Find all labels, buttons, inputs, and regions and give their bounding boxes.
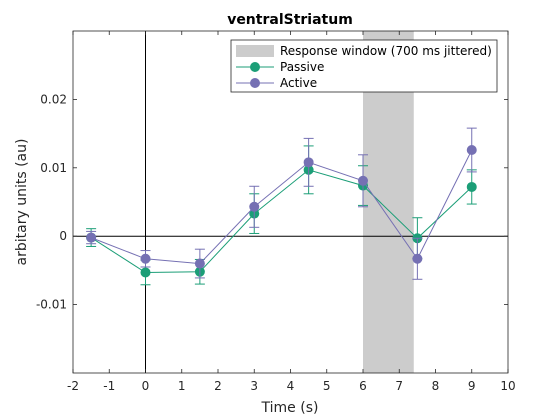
chart-title: ventralStriatum bbox=[227, 12, 353, 28]
x-tick-label: 1 bbox=[178, 379, 186, 393]
data-point-passive bbox=[140, 267, 151, 278]
y-tick-label: 0.02 bbox=[40, 92, 67, 106]
x-tick-label: 5 bbox=[323, 379, 331, 393]
ticks-layer: -2 -1 0 1 2 3 4 5 6 7 8 9 10 -0.01 0 0.01 0.02 bbox=[36, 31, 516, 393]
x-tick-label: 6 bbox=[359, 379, 367, 393]
data-point-passive bbox=[466, 181, 477, 192]
legend-label-active: Active bbox=[280, 76, 317, 90]
x-tick-label: 9 bbox=[468, 379, 476, 393]
legend-label-passive: Passive bbox=[280, 60, 324, 74]
data-point-active bbox=[358, 175, 368, 186]
y-axis-title: arbitary units (au) bbox=[14, 139, 30, 266]
data-point-active bbox=[466, 145, 477, 156]
x-tick-label: 8 bbox=[432, 379, 440, 393]
x-tick-label: -1 bbox=[103, 379, 115, 393]
data-point-active bbox=[303, 157, 314, 168]
x-tick-label: -2 bbox=[67, 379, 79, 393]
y-tick-label: 0.01 bbox=[40, 161, 67, 175]
x-tick-label: 0 bbox=[142, 379, 150, 393]
series-layer bbox=[86, 127, 477, 286]
legend-swatch-response-window bbox=[236, 45, 274, 57]
x-tick-label: 4 bbox=[287, 379, 295, 393]
y-tick-label: -0.01 bbox=[36, 298, 67, 312]
legend: Response window (700 ms jittered) Passiv… bbox=[230, 39, 498, 93]
series-active bbox=[86, 127, 477, 280]
data-point-active bbox=[194, 258, 205, 269]
x-axis-title: Time (s) bbox=[261, 400, 319, 416]
legend-box bbox=[230, 39, 498, 93]
x-tick-label: 7 bbox=[395, 379, 403, 393]
x-tick-label: 2 bbox=[214, 379, 222, 393]
data-point-active bbox=[140, 253, 151, 264]
data-point-active bbox=[412, 253, 423, 264]
data-point-active bbox=[86, 232, 97, 243]
y-tick-label: 0 bbox=[59, 229, 67, 243]
x-tick-label: 3 bbox=[250, 379, 258, 393]
x-tick-label: 10 bbox=[500, 379, 515, 393]
legend-marker-active bbox=[250, 78, 260, 88]
series-line-passive bbox=[90, 169, 473, 274]
legend-label-response-window: Response window (700 ms jittered) bbox=[280, 44, 492, 58]
data-point-active bbox=[249, 201, 260, 212]
legend-marker-passive bbox=[250, 62, 260, 72]
series-line-active bbox=[90, 149, 473, 265]
